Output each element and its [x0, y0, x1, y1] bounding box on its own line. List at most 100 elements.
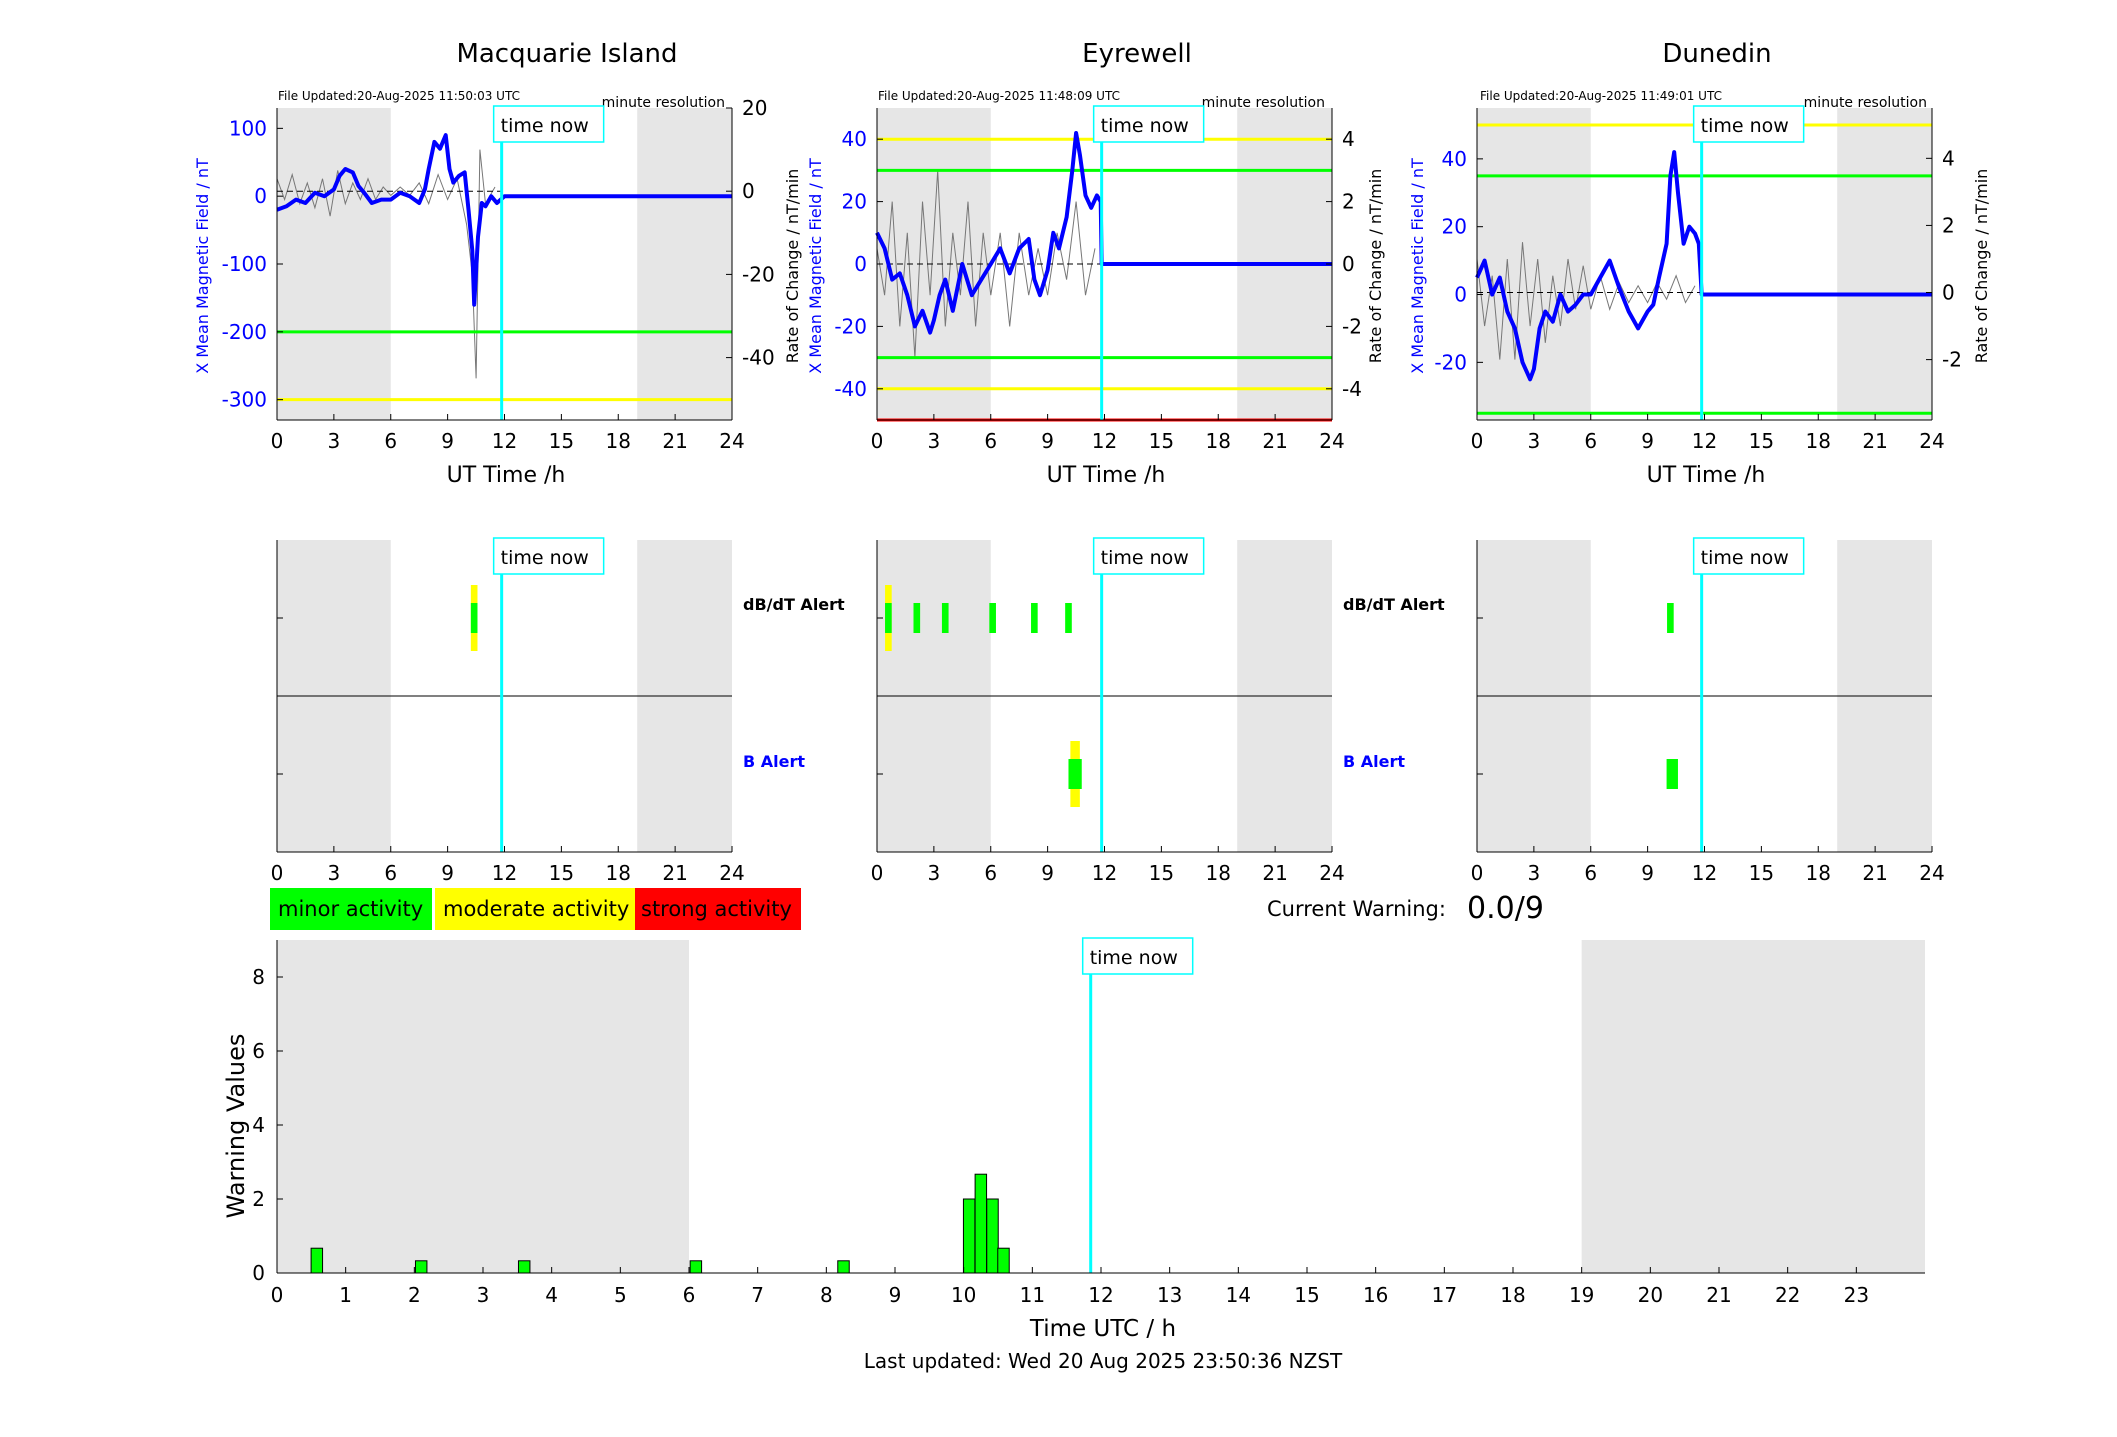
warning-xtick-label: 13	[1157, 1283, 1182, 1307]
macquarie-island-night-band	[637, 108, 732, 420]
eyrewell-alert-time-now-box	[1092, 537, 1205, 575]
dunedin-alert-time-now-label: time now	[1701, 547, 1789, 569]
dunedin-ytick-label: -20	[1434, 350, 1467, 374]
macquarie-island-y2tick-label: -40	[742, 346, 775, 370]
warning-xtick-label: 22	[1775, 1283, 1800, 1307]
warning-xlabel: Time UTC / h	[1029, 1316, 1176, 1342]
macquarie-island-alert-xtick-label: 15	[549, 861, 574, 885]
b-alert-label-eyrewell: B Alert	[1343, 752, 1405, 771]
eyrewell-xtick-label: 6	[984, 429, 997, 453]
dunedin-ytick-label: 20	[1442, 215, 1467, 239]
dunedin-xtick-label: 24	[1919, 429, 1944, 453]
warning-xtick-label: 8	[820, 1283, 833, 1307]
warning-bar	[974, 1173, 988, 1274]
warning-ytick-label: 4	[252, 1113, 265, 1137]
eyrewell-dbdt-alert-mark	[913, 603, 921, 633]
dunedin-alert-xtick-label: 0	[1471, 861, 1484, 885]
macquarie-island-xtick-label: 3	[328, 429, 341, 453]
macquarie-island-alert-xtick-label: 21	[662, 861, 687, 885]
macquarie-island-xtick-label: 0	[271, 429, 284, 453]
dunedin-y2tick-label: -2	[1942, 348, 1962, 372]
warning-ytick-label: 6	[252, 1039, 265, 1063]
station-title-macquarie: Macquarie Island	[456, 39, 677, 69]
resolution-macquarie: minute resolution	[602, 95, 725, 111]
eyrewell-ytick-label: -20	[834, 314, 867, 338]
eyrewell-alert-xtick-label: 3	[928, 861, 941, 885]
file-updated-eyrewell: File Updated:20-Aug-2025 11:48:09 UTC	[878, 89, 1120, 103]
macquarie-island-alert-xtick-label: 24	[719, 861, 744, 885]
warning-xtick-label: 14	[1226, 1283, 1251, 1307]
eyrewell-y2tick-label: 0	[1342, 252, 1355, 276]
eyrewell-panel: Eyrewell File Updated:20-Aug-2025 11:48:…	[806, 39, 1385, 488]
warning-ytick-label: 0	[252, 1261, 265, 1285]
warning-night-band	[1581, 940, 1925, 1273]
dunedin-alert-xtick-label: 15	[1749, 861, 1774, 885]
warning-bar	[517, 1260, 531, 1274]
macquarie-island-rate-series	[276, 149, 496, 379]
macquarie-island-alert-xtick-label: 6	[384, 861, 397, 885]
macquarie-island-xtick-label: 21	[662, 429, 687, 453]
warning-xtick-label: 16	[1363, 1283, 1388, 1307]
warning-bar	[986, 1198, 999, 1274]
macquarie-island-ytick-label: 100	[229, 116, 267, 140]
xlabel-eyrewell: UT Time /h	[1047, 463, 1166, 488]
macquarie-island-alert-xtick-label: 9	[441, 861, 454, 885]
eyrewell-alert-xtick-label: 21	[1262, 861, 1287, 885]
eyrewell-dbdt-alert-mark	[941, 603, 949, 633]
file-updated-dunedin: File Updated:20-Aug-2025 11:49:01 UTC	[1480, 89, 1722, 103]
warning-xtick-label: 9	[889, 1283, 902, 1307]
dunedin-xtick-label: 6	[1584, 429, 1597, 453]
eyrewell-rate-series	[876, 170, 1096, 358]
warning-xtick-label: 4	[545, 1283, 558, 1307]
macquarie-island-y2tick-label: 20	[742, 96, 767, 120]
dbdt-alert-label-macquarie: dB/dT Alert	[743, 595, 845, 614]
warning-xtick-label: 10	[951, 1283, 976, 1307]
macquarie-island-ytick-label: 0	[254, 184, 267, 208]
warning-xtick-label: 0	[271, 1283, 284, 1307]
eyrewell-alert-xtick-label: 0	[871, 861, 884, 885]
resolution-eyrewell: minute resolution	[1202, 95, 1325, 111]
legend-moderate-label: moderate activity	[443, 897, 629, 921]
dunedin-alert-xtick-label: 21	[1862, 861, 1887, 885]
eyrewell-alert-xtick-label: 9	[1041, 861, 1054, 885]
macquarie-island-xtick-label: 12	[492, 429, 517, 453]
dunedin-xtick-label: 3	[1528, 429, 1541, 453]
dunedin-alert-xtick-label: 18	[1806, 861, 1831, 885]
macquarie-island-alert-xtick-label: 0	[271, 861, 284, 885]
warning-xtick-label: 2	[408, 1283, 421, 1307]
warning-bar	[837, 1260, 850, 1274]
activity-legend: minor activity moderate activity strong …	[270, 888, 801, 930]
dunedin-y2tick-label: 4	[1942, 146, 1955, 170]
xlabel-dunedin: UT Time /h	[1647, 463, 1766, 488]
macquarie-island-dbdt-alert-mark	[470, 603, 478, 633]
warning-xtick-label: 7	[751, 1283, 764, 1307]
macquarie-island-alert-xtick-label: 3	[328, 861, 341, 885]
warning-xtick-label: 20	[1638, 1283, 1663, 1307]
macquarie-island-x-series	[276, 133, 732, 307]
dunedin-time-now-box	[1692, 105, 1805, 143]
warning-time-now-label: time now	[1090, 947, 1178, 969]
macquarie-island-night-band	[277, 108, 391, 420]
eyrewell-ytick-label: -40	[834, 377, 867, 401]
dunedin-ytick-label: 0	[1454, 283, 1467, 307]
eyrewell-dbdt-alert-mark	[1031, 603, 1038, 633]
dunedin-ytick-label: 40	[1442, 147, 1467, 171]
dunedin-xtick-label: 18	[1806, 429, 1831, 453]
legend-strong-swatch	[635, 888, 801, 930]
macquarie-island-time-now-box	[492, 105, 605, 143]
alert-panels: time now 0 3 6 9 12 15 18 21 24 time now 0 3 6 9 12 15 18…	[271, 537, 1945, 885]
eyrewell-xtick-label: 3	[928, 429, 941, 453]
current-warning-value: 0.0/9	[1467, 891, 1544, 926]
warning-xtick-label: 6	[683, 1283, 696, 1307]
warning-ylabel: Warning Values	[222, 1034, 250, 1219]
legend-moderate-swatch	[435, 888, 635, 930]
eyrewell-dbdt-alert-mark	[989, 603, 996, 633]
eyrewell-y2tick-label: 2	[1342, 190, 1355, 214]
eyrewell-x-series	[875, 131, 1332, 335]
eyrewell-alert-xtick-label: 18	[1206, 861, 1231, 885]
warning-bar	[310, 1247, 324, 1274]
eyrewell-dbdt-alert-mark	[885, 603, 892, 633]
eyrewell-xtick-label: 21	[1262, 429, 1287, 453]
macquarie-island-alert-xtick-label: 18	[606, 861, 631, 885]
dunedin-xtick-label: 21	[1862, 429, 1887, 453]
